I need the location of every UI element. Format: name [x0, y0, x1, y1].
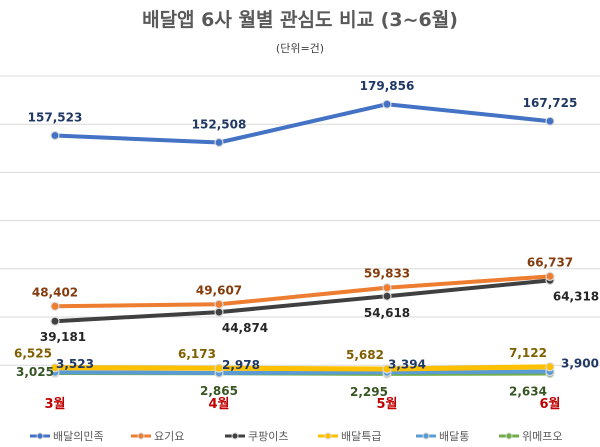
series-line: [53, 274, 552, 309]
data-label: 179,856: [360, 79, 415, 93]
legend-item: 배달의민족: [30, 430, 104, 443]
x-tick-label: 6월: [539, 396, 560, 412]
legend-item: 배달특급: [318, 430, 381, 443]
legend-label: 배달의민족: [53, 430, 104, 443]
data-label: 59,833: [364, 267, 410, 281]
chart-title: 배달앱 6사 월별 관심도 비교 (3~6월): [142, 9, 458, 31]
data-point: [214, 363, 224, 373]
legend-label: 쿠팡이츠: [248, 430, 288, 443]
x-tick-label: 5월: [376, 396, 397, 412]
legend-label: 위메프오: [522, 430, 562, 443]
legend-marker: [231, 432, 239, 440]
data-point: [382, 291, 392, 301]
legend-marker: [505, 432, 513, 440]
data-label: 167,725: [523, 96, 578, 110]
legend-label: 배달특급: [341, 430, 381, 443]
legend-label: 배달통: [439, 430, 469, 443]
data-point: [214, 307, 224, 317]
data-label: 2,634: [509, 384, 547, 398]
data-label: 44,874: [222, 321, 268, 335]
data-point: [382, 364, 392, 374]
data-label: 3,394: [388, 357, 426, 371]
data-point: [214, 137, 224, 148]
series-line: [53, 102, 552, 145]
series-line: [52, 364, 553, 372]
data-point: [50, 316, 60, 326]
series-line: [53, 369, 552, 375]
x-axis-ticks: 3월 4월 5월 6월: [44, 396, 560, 412]
data-point: [545, 362, 555, 372]
data-label: 6,525: [14, 347, 52, 361]
x-tick-label: 4월: [208, 396, 229, 412]
legend-item: 요기요: [131, 430, 184, 443]
data-label: 54,618: [364, 306, 410, 320]
data-point: [382, 99, 392, 109]
data-label: 2,295: [350, 385, 388, 399]
x-tick-label: 3월: [44, 396, 65, 412]
data-point: [545, 116, 555, 126]
chart-subtitle: (단위=건): [276, 42, 324, 55]
legend: 배달의민족 요기요 쿠팡이츠 배달특급 배달통 위메프오: [30, 430, 562, 443]
series-lines: [50, 99, 555, 379]
data-label: 6,173: [178, 347, 216, 361]
data-label: 3,900: [561, 357, 599, 371]
legend-marker: [137, 432, 145, 440]
data-labels: 157,523 152,508 179,856 167,725 48,402 49,607…: [14, 79, 599, 399]
legend-marker: [36, 432, 44, 440]
data-label: 157,523: [28, 110, 83, 124]
data-point: [214, 299, 224, 309]
legend-marker: [422, 432, 430, 440]
data-label: 5,682: [346, 348, 384, 362]
data-label: 64,318: [553, 289, 599, 303]
data-point: [50, 363, 60, 373]
gridlines: [0, 75, 600, 366]
legend-item: 위메프오: [499, 430, 562, 443]
data-label: 152,508: [192, 117, 247, 131]
data-point: [50, 130, 60, 141]
legend-label: 요기요: [154, 430, 184, 443]
data-label: 39,181: [40, 330, 86, 344]
data-label: 3,523: [56, 357, 94, 371]
series-line: [53, 278, 552, 324]
data-point: [382, 283, 392, 293]
data-label: 49,607: [196, 283, 242, 297]
data-label: 66,737: [527, 255, 573, 269]
data-label: 48,402: [32, 285, 78, 299]
data-point: [545, 271, 555, 281]
legend-marker: [324, 432, 332, 440]
data-label: 2,865: [200, 384, 238, 398]
legend-item: 쿠팡이츠: [225, 430, 288, 443]
data-point: [50, 301, 60, 311]
data-label: 7,122: [509, 346, 547, 360]
data-label: 2,978: [222, 358, 260, 372]
data-label: 3,025: [16, 365, 54, 379]
legend-item: 배달통: [416, 430, 469, 443]
